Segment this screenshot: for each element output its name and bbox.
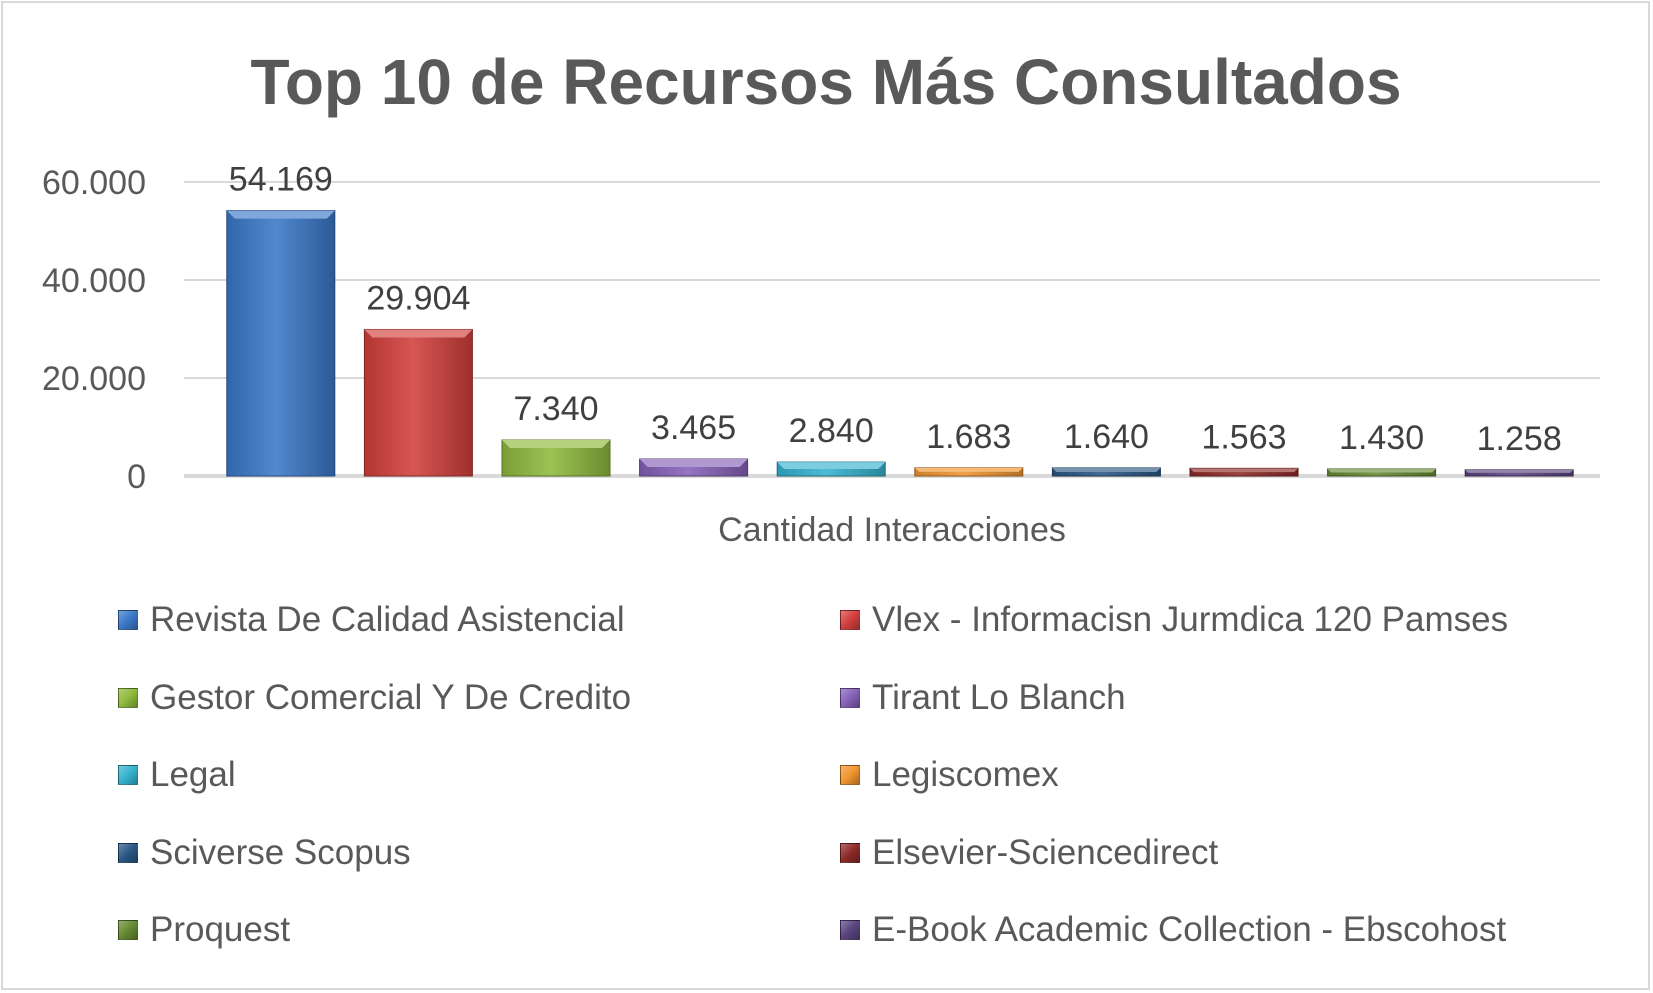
bars — [226, 210, 1574, 477]
bar-bevel — [1327, 468, 1436, 473]
chart-title: Top 10 de Recursos Más Consultados — [250, 46, 1401, 118]
bar — [1327, 468, 1437, 477]
bar-bevel — [1190, 468, 1298, 473]
bar-bevel — [639, 459, 748, 468]
data-label: 54.169 — [229, 161, 333, 199]
data-label: 3.465 — [651, 409, 736, 447]
bar — [226, 210, 336, 477]
y-axis-labels: 0 20.000 40.000 60.000 — [42, 164, 146, 496]
data-label: 1.258 — [1477, 420, 1562, 458]
bar — [1189, 467, 1299, 477]
bar — [776, 461, 886, 477]
data-label: 7.340 — [513, 390, 598, 428]
x-axis-label: Cantidad Interacciones — [718, 511, 1066, 549]
data-labels: 54.169 29.904 7.340 3.465 2.840 1.683 1.640 1.5… — [229, 161, 1562, 458]
bar-bevel — [226, 210, 335, 219]
data-label: 1.563 — [1201, 418, 1286, 456]
data-label: 1.640 — [1064, 418, 1149, 456]
bar-bevel — [1465, 469, 1574, 473]
data-label: 1.430 — [1339, 419, 1424, 457]
bar-bevel — [1052, 467, 1161, 472]
bar — [639, 458, 749, 477]
data-label: 29.904 — [366, 279, 470, 317]
bar-body — [363, 328, 473, 477]
data-label: 1.683 — [926, 418, 1011, 456]
bar — [1051, 467, 1161, 477]
data-label: 2.840 — [789, 412, 874, 450]
bar — [363, 328, 473, 477]
bar-bevel — [364, 329, 473, 338]
y-tick-label: 20.000 — [42, 360, 146, 398]
y-tick-label: 0 — [127, 458, 146, 496]
y-tick-label: 60.000 — [42, 164, 146, 202]
y-tick-label: 40.000 — [42, 262, 146, 300]
bar-bevel — [777, 462, 886, 470]
bar — [1464, 469, 1574, 477]
bar-bevel — [502, 440, 610, 449]
bar — [501, 439, 611, 477]
bar-body — [226, 210, 336, 477]
bar — [914, 467, 1024, 477]
bar-bevel — [914, 467, 1023, 472]
